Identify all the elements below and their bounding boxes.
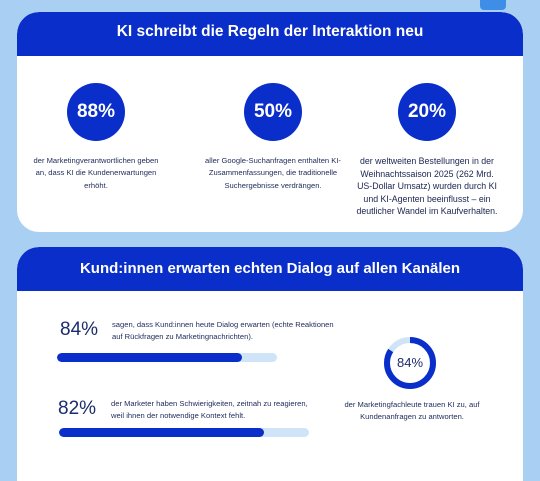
stat-description: aller Google-Suchanfragen enthalten KI-Z…: [205, 156, 341, 190]
donut-arc: [384, 337, 436, 389]
donut-chart: [384, 337, 436, 389]
stat-google-searches: 50% aller Google-Suchanfragen enthalten …: [204, 83, 342, 192]
stat-circle: 50%: [244, 83, 302, 141]
progress-bar-fill: [57, 353, 242, 362]
stat-circle: 20%: [398, 83, 456, 141]
progress-bar: [59, 428, 309, 437]
donut-percentage: 84%: [396, 355, 424, 370]
stat-marketing-leaders: 88% der Marketingverantwortlichen geben …: [32, 83, 160, 192]
stat-description: der weltweiten Bestellungen in der Weihn…: [356, 156, 498, 216]
stat-holiday-orders: 20% der weltweiten Bestellungen in der W…: [352, 83, 502, 218]
donut-description: der Marketingfachleute trauen KI zu, auf…: [344, 400, 480, 422]
stat-description: der Marketingverantwortlichen geben an, …: [33, 156, 159, 190]
row-description: sagen, dass Kund:innen heute Dialog erwa…: [112, 320, 334, 342]
section-title: Kund:innen erwarten echten Dialog auf al…: [17, 247, 523, 291]
ai-interaction-card: KI schreibt die Regeln der Interaktion n…: [17, 12, 523, 232]
dialog-expectations-card: Kund:innen erwarten echten Dialog auf al…: [17, 247, 523, 481]
row-percentage: 84%: [60, 319, 99, 340]
row-percentage: 82%: [58, 398, 97, 419]
stat-circle: 88%: [67, 83, 125, 141]
progress-bar: [57, 353, 277, 362]
row-description: der Marketer haben Schwierigkeiten, zeit…: [111, 399, 308, 421]
progress-bar-fill: [59, 428, 264, 437]
decorative-tab: [480, 0, 506, 10]
section-title: KI schreibt die Regeln der Interaktion n…: [17, 12, 523, 56]
